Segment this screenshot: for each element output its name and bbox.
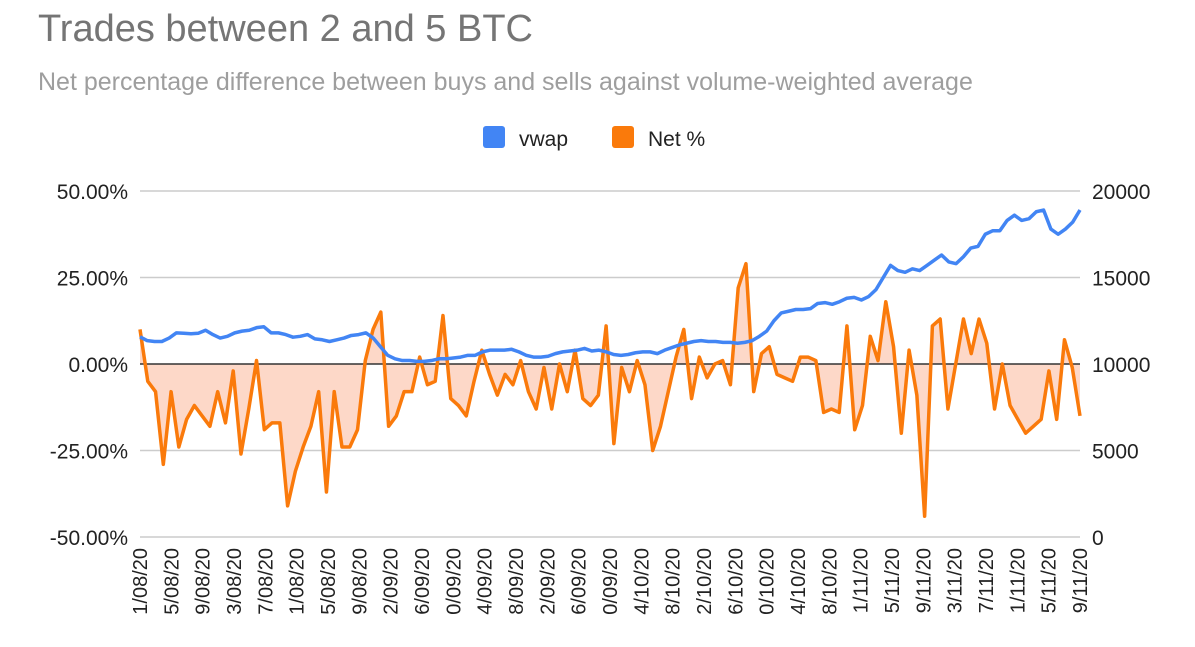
x-tick-label-23: 1/11/20 xyxy=(851,548,873,613)
x-tick-label-4: 7/08/20 xyxy=(255,548,277,615)
x-tick-label-27: 7/11/20 xyxy=(976,548,998,613)
right-tick-label-3: 5000 xyxy=(1092,441,1139,464)
x-tick-label-9: 6/09/20 xyxy=(412,548,434,615)
x-tick-label-14: 6/09/20 xyxy=(569,548,591,615)
chart-subtitle: Net percentage difference between buys a… xyxy=(38,68,973,96)
series-net-line xyxy=(138,261,1082,518)
x-tick-label-19: 6/10/20 xyxy=(725,548,747,615)
x-tick-label-18: 2/10/20 xyxy=(694,548,716,615)
x-tick-label-8: 2/09/20 xyxy=(381,548,403,615)
left-tick-label-0: 50.00% xyxy=(57,181,128,204)
x-tick-label-5: 1/08/20 xyxy=(287,548,309,615)
series-vwap-line xyxy=(139,208,1082,364)
x-tick-label-21: 4/10/20 xyxy=(788,548,810,615)
x-tick-label-28: 1/11/20 xyxy=(1007,548,1029,613)
legend-label-1: Net % xyxy=(648,128,705,151)
left-tick-label-2: 0.00% xyxy=(68,354,128,377)
right-tick-label-1: 15000 xyxy=(1092,268,1150,291)
legend-label-0: vwap xyxy=(519,128,568,151)
x-tick-label-25: 9/11/20 xyxy=(913,548,935,613)
left-tick-label-3: -25.00% xyxy=(50,441,128,464)
right-tick-label-4: 0 xyxy=(1092,527,1104,550)
x-tick-label-13: 2/09/20 xyxy=(537,548,559,615)
x-tick-label-7: 9/08/20 xyxy=(349,548,371,615)
x-tick-label-17: 8/10/20 xyxy=(663,548,685,615)
x-axis: 1/08/20 5/08/20 9/08/20 3/08/20 7/08/20 1/08/… xyxy=(130,548,1092,615)
x-tick-label-30: 9/11/20 xyxy=(1070,548,1092,613)
legend: vwap Net % xyxy=(483,126,705,151)
x-tick-label-26: 3/11/20 xyxy=(945,548,967,613)
x-tick-label-6: 5/08/20 xyxy=(318,548,340,615)
x-tick-label-29: 5/11/20 xyxy=(1039,548,1061,613)
x-tick-label-10: 0/09/20 xyxy=(443,548,465,615)
right-tick-label-0: 20000 xyxy=(1092,181,1150,204)
x-tick-label-11: 4/09/20 xyxy=(475,548,497,615)
legend-swatch-0 xyxy=(483,126,505,148)
x-tick-label-2: 9/08/20 xyxy=(193,548,215,615)
x-tick-label-15: 0/09/20 xyxy=(600,548,622,615)
x-tick-label-22: 8/10/20 xyxy=(819,548,841,615)
left-axis: 50.00% 25.00% 0.00% -25.00% -50.00% xyxy=(50,181,128,550)
x-tick-label-12: 8/09/20 xyxy=(506,548,528,615)
x-tick-label-1: 5/08/20 xyxy=(161,548,183,615)
x-tick-label-24: 5/11/20 xyxy=(882,548,904,613)
left-tick-label-4: -50.00% xyxy=(50,527,128,550)
right-tick-label-2: 10000 xyxy=(1092,354,1150,377)
x-tick-label-16: 4/10/20 xyxy=(631,548,653,615)
x-tick-label-0: 1/08/20 xyxy=(130,548,152,615)
chart-title: Trades between 2 and 5 BTC xyxy=(38,8,533,50)
legend-swatch-1 xyxy=(612,126,634,148)
x-tick-label-3: 3/08/20 xyxy=(224,548,246,615)
x-tick-label-20: 0/10/20 xyxy=(757,548,779,615)
left-tick-label-1: 25.00% xyxy=(57,268,128,291)
right-axis: 20000 15000 10000 5000 0 xyxy=(1092,181,1150,550)
